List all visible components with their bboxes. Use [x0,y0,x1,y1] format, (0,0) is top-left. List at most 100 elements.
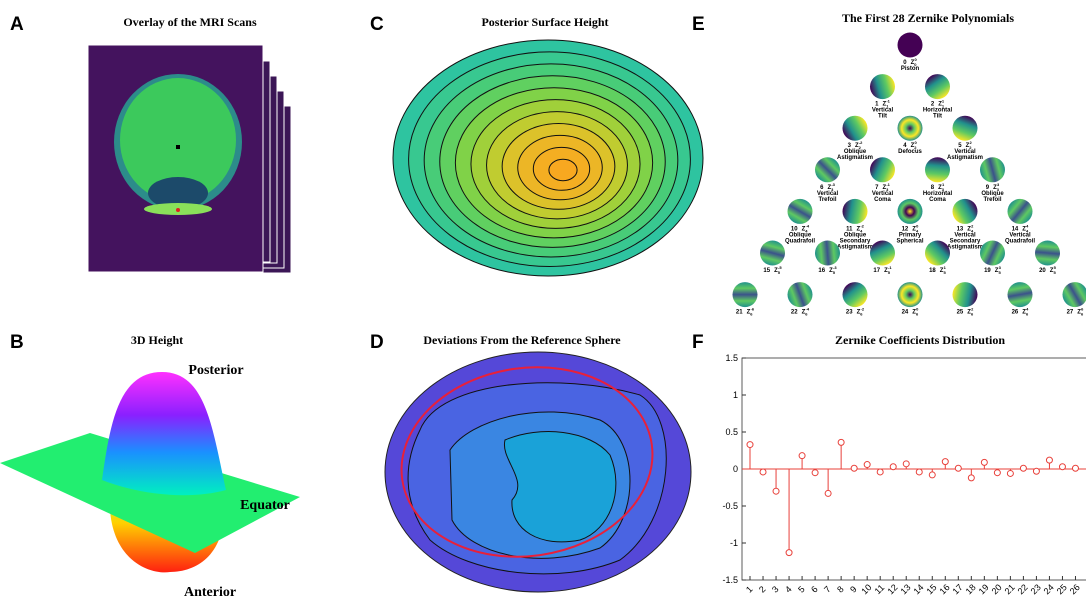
zernike-map [1008,199,1033,224]
zernike-m: 2 [971,223,974,228]
zernike-index: 27 [1067,310,1074,316]
stem-marker [812,470,818,476]
zernike-n: 6 [1026,312,1029,317]
zernike-map [953,116,978,141]
zernike-map [788,282,813,307]
y-tick-label: 1 [733,390,738,400]
zernike-label: 26Z64 [1012,307,1030,317]
x-tick-label: 6 [809,584,820,595]
mri-image [88,45,291,273]
zernike-name: Coma [874,197,891,203]
zernike-map [870,74,895,99]
zernike-m: -2 [859,140,863,145]
zernike-n: 5 [778,270,781,275]
zernike-index: 26 [1012,310,1019,316]
deviation-image [385,351,691,592]
zernike-name: Defocus [898,149,922,155]
zernike-name: Astigmatism [947,244,983,250]
stem-marker [929,472,935,478]
zernike-label: 20Z55 [1039,265,1057,275]
x-tick-label: 2 [757,584,768,595]
zernike-index: 15 [763,268,770,274]
zernike-name: Tilt [878,114,887,120]
stem-marker [838,439,844,445]
zernike-map [843,282,868,307]
stem-marker [864,462,870,468]
panel-title: Deviations From the Reference Sphere [423,333,621,347]
zernike-name: Astigmatism [837,244,873,250]
zernike-n: 6 [805,312,808,317]
stem-marker [890,464,896,470]
stem-marker [968,475,974,481]
zernike-map [1035,241,1060,266]
zernike-m: 1 [942,99,945,104]
zernike-map [980,157,1005,182]
zernike-m: -1 [888,265,892,270]
zernike-m: 3 [999,265,1002,270]
zernike-map [870,157,895,182]
stem-marker [799,453,805,459]
zernike-m: 2 [970,140,973,145]
zernike-label: 16Z5-3 [818,265,837,275]
zernike-name: Quadrafoil [785,238,815,244]
panel-letter: D [370,332,384,353]
zernike-map [788,199,813,224]
zernike-n: 6 [971,312,974,317]
panel-letter: A [10,14,24,35]
y-tick-label: 0 [733,464,738,474]
panel-letter: E [692,14,705,35]
zernike-name: Spherical [896,238,923,244]
stem-marker [1046,457,1052,463]
zernike-name: Trefoil [818,197,836,203]
zernike-n: 5 [1053,270,1056,275]
panel-title: The First 28 Zernike Polynomials [842,11,1014,25]
stem-marker [786,550,792,556]
zernike-name: Astigmatism [947,155,983,161]
y-tick-label: -0.5 [722,501,738,511]
zernike-m: 0 [916,307,919,312]
x-tick-label: 4 [783,584,794,595]
zernike-m: -3 [833,265,837,270]
zernike-index: 25 [957,310,964,316]
zernike-name: Coma [929,197,946,203]
zernike-n: 6 [860,312,863,317]
stem-marker [1059,464,1065,470]
zernike-n: 5 [943,270,946,275]
zernike-map [815,241,840,266]
zernike-m: -4 [806,223,810,228]
zernike-label: 25Z62 [957,307,975,317]
zernike-index: 22 [791,310,798,316]
zernike-m: 0 [915,140,918,145]
panel-title: 3D Height [131,333,183,347]
figure: A Overlay of the MRI Scans B 3D Height P… [0,0,1086,600]
stem-marker [1020,465,1026,471]
stem-marker [981,459,987,465]
stem-marker [1072,465,1078,471]
x-tick-label: 8 [835,584,846,595]
zernike-map [760,241,785,266]
zernike-name: Piston [901,66,920,72]
panel-title: Posterior Surface Height [481,15,608,29]
stem-marker [942,459,948,465]
x-tick-label: 7 [822,584,833,595]
y-tick-label: -1 [730,538,738,548]
zernike-m: -2 [860,223,864,228]
panel-letter: C [370,14,384,35]
zernike-m: 3 [997,182,1000,187]
zernike-m: -6 [751,307,755,312]
zernike-name: Trefoil [983,197,1001,203]
stem-marker [773,488,779,494]
zernike-map [898,282,923,307]
zernike-index: 17 [873,268,880,274]
stem-marker [877,469,883,475]
x-tick-label: 9 [848,584,859,595]
zernike-map [898,116,923,141]
panel-title: Overlay of the MRI Scans [123,15,257,29]
zernike-m: -1 [886,99,890,104]
annotation: Anterior [184,585,236,600]
zernike-map [733,282,758,307]
